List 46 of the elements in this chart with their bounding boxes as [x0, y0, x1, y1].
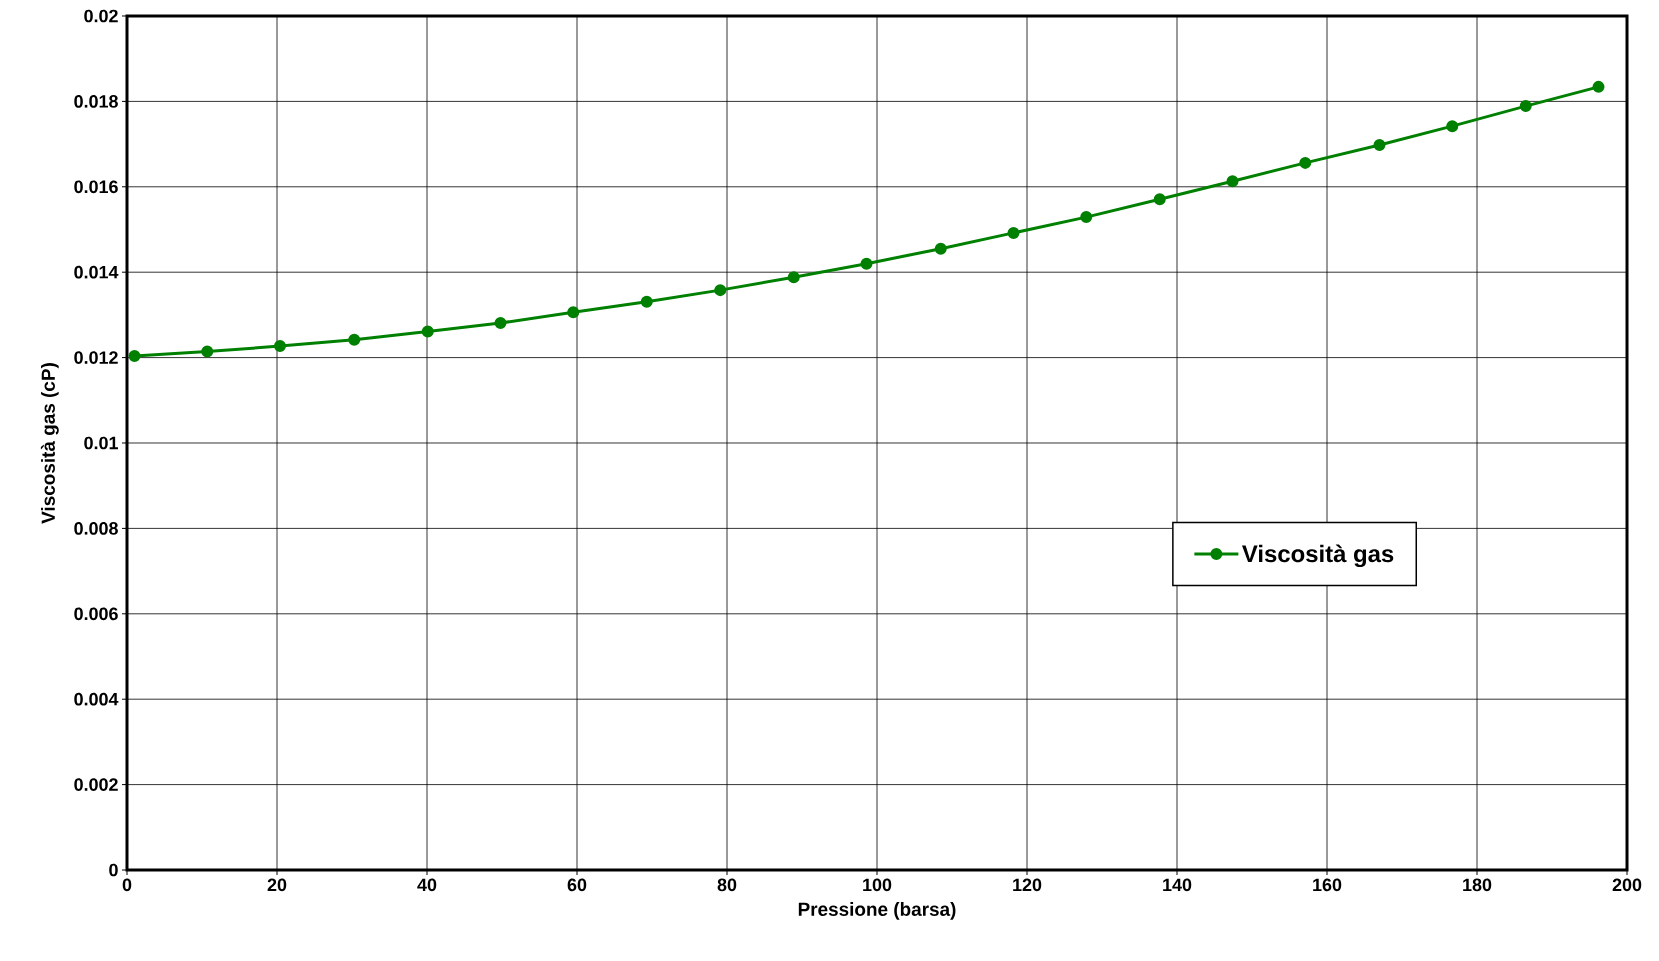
y-tick-label: 0	[109, 863, 118, 877]
point	[1226, 175, 1239, 188]
x-tick-label: 100	[863, 878, 892, 892]
point	[348, 333, 361, 346]
point	[1153, 193, 1166, 206]
point	[1080, 211, 1093, 224]
y-tick-label: 0.018	[74, 95, 118, 108]
point	[1592, 80, 1605, 93]
y-tick-label: 0.008	[74, 522, 118, 535]
legend-label: Viscosità gas	[1242, 544, 1394, 568]
y-tick-label: 0.01	[84, 436, 118, 450]
x-tick-label: 60	[567, 878, 587, 892]
x-tick-label: 20	[267, 878, 287, 892]
x-tick-label: 120	[1013, 878, 1042, 892]
point	[1007, 226, 1020, 239]
y-tick-label: 0.002	[74, 778, 118, 791]
x-tick-label: 180	[1463, 878, 1492, 892]
x-tick-label: 140	[1163, 878, 1192, 892]
x-tick-label: 80	[717, 878, 737, 892]
x-tick-label: 200	[1612, 878, 1642, 892]
x-axis-title: Pressione (barsa)	[798, 902, 956, 920]
point	[201, 345, 214, 358]
point	[934, 242, 947, 255]
y-axis-title: Viscosità gas (cP)	[40, 363, 59, 524]
point	[128, 349, 141, 362]
point	[567, 306, 580, 319]
y-tick-label: 0.012	[74, 351, 118, 364]
y-tick-label: 0.016	[74, 180, 118, 194]
point	[787, 271, 800, 284]
point	[421, 325, 434, 338]
point	[1299, 156, 1312, 169]
point	[1373, 138, 1386, 151]
y-tick-label: 0.004	[74, 692, 119, 706]
point	[860, 257, 873, 270]
point	[1446, 120, 1459, 133]
x-tick-label: 160	[1313, 878, 1342, 892]
point	[640, 295, 653, 308]
point	[274, 340, 286, 353]
y-tick-label: 0.014	[74, 265, 119, 279]
point	[1519, 100, 1532, 113]
x-tick-label: 40	[417, 878, 437, 892]
point	[714, 284, 727, 297]
y-tick-label: 0.006	[74, 607, 118, 621]
x-tick-label: 0	[122, 878, 132, 892]
y-tick-label: 0.02	[84, 9, 118, 23]
point	[494, 317, 507, 330]
